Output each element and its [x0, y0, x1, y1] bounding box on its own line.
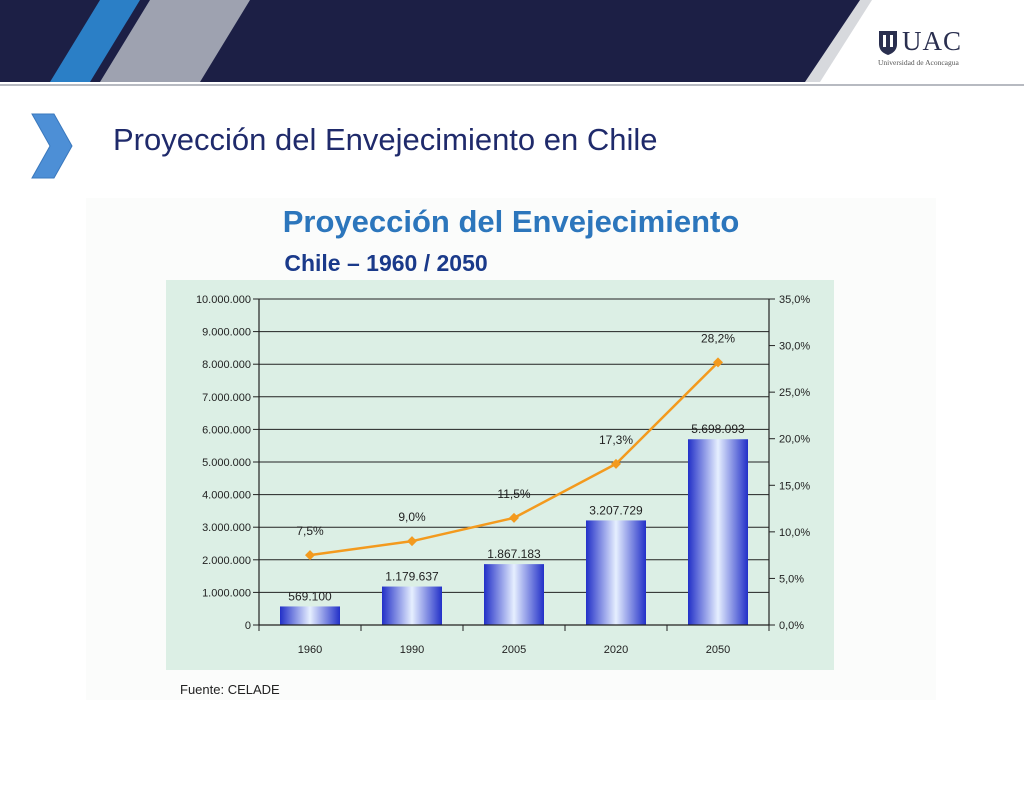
- y-left-tick-label: 6.000.000: [202, 424, 251, 436]
- line-point: [407, 536, 417, 547]
- bar-value-label: 1.867.183: [487, 547, 541, 561]
- logo-subtitle: Universidad de Aconcagua: [878, 58, 959, 67]
- banner-blue-stripe: [50, 0, 140, 82]
- bar-2005: [484, 564, 544, 625]
- line-point: [305, 550, 315, 561]
- line-point: [509, 512, 519, 523]
- chart-plot: 0 1.000.000 2.000.000 3.000.000 4.000.000 5.0…: [196, 294, 810, 656]
- y-left-tick-label: 10.000.000: [196, 294, 251, 306]
- y-right-tick-label: 30,0%: [779, 341, 810, 353]
- chart-figure: Proyección del Envejecimiento Chile – 19…: [86, 198, 936, 700]
- y-left-tick-label: 1.000.000: [202, 587, 251, 599]
- x-tick-label: 1990: [400, 644, 424, 656]
- y-right-tick-label: 15,0%: [779, 480, 810, 492]
- y-left-tick-label: 5.000.000: [202, 457, 251, 469]
- y-left-tick-label: 0: [245, 620, 251, 632]
- line-value-label: 7,5%: [296, 524, 324, 538]
- line-point: [611, 458, 621, 469]
- chart-title: Proyección del Envejecimiento: [282, 204, 740, 239]
- bar-value-label: 3.207.729: [589, 503, 643, 517]
- y-right-tick-label: 20,0%: [779, 434, 810, 446]
- shield-icon: [879, 31, 897, 55]
- bar-2050: [688, 439, 748, 625]
- header-banner: [0, 0, 1024, 86]
- x-tick-label: 2050: [706, 644, 730, 656]
- x-tick-label: 2005: [502, 644, 526, 656]
- bar-1960: [280, 606, 340, 625]
- uac-logo: UAC Universidad de Aconcagua: [878, 26, 988, 72]
- slide-title: Proyección del Envejecimiento en Chile: [113, 122, 658, 157]
- y-right-tick-label: 10,0%: [779, 527, 810, 539]
- chevron-right-icon: [31, 113, 73, 179]
- bar-value-label: 5.698.093: [691, 422, 745, 436]
- y-left-tick-label: 8.000.000: [202, 359, 251, 371]
- line-value-label: 17,3%: [599, 433, 633, 447]
- banner-rule: [0, 84, 1024, 86]
- chart-source: Fuente: CELADE: [180, 682, 280, 697]
- y-left-tick-label: 7.000.000: [202, 392, 251, 404]
- x-tick-label: 1960: [298, 644, 322, 656]
- banner-grey-stripe: [100, 0, 250, 82]
- y-right-tick-label: 0,0%: [779, 620, 804, 632]
- y-left-tick-label: 2.000.000: [202, 555, 251, 567]
- bar-2020: [586, 520, 646, 625]
- line-value-label: 11,5%: [497, 487, 530, 501]
- bar-1990: [382, 586, 442, 625]
- y-right-tick-label: 25,0%: [779, 387, 810, 399]
- y-left-tick-label: 4.000.000: [202, 490, 251, 502]
- bar-value-label: 569.100: [288, 589, 332, 603]
- bar-value-label: 1.179.637: [385, 570, 439, 584]
- line-value-label: 9,0%: [398, 510, 426, 524]
- y-right-tick-label: 35,0%: [779, 294, 810, 306]
- line-value-label: 28,2%: [701, 331, 735, 345]
- y-left-tick-label: 3.000.000: [202, 522, 251, 534]
- banner-white-panel: [820, 0, 1024, 82]
- x-tick-label: 2020: [604, 644, 628, 656]
- line-series: [309, 361, 719, 557]
- y-right-tick-label: 5,0%: [779, 573, 804, 585]
- line-point: [713, 357, 723, 368]
- chart-subtitle: Chile – 1960 / 2050: [284, 250, 488, 276]
- logo-text: UAC: [902, 26, 963, 56]
- y-left-tick-label: 9.000.000: [202, 327, 251, 339]
